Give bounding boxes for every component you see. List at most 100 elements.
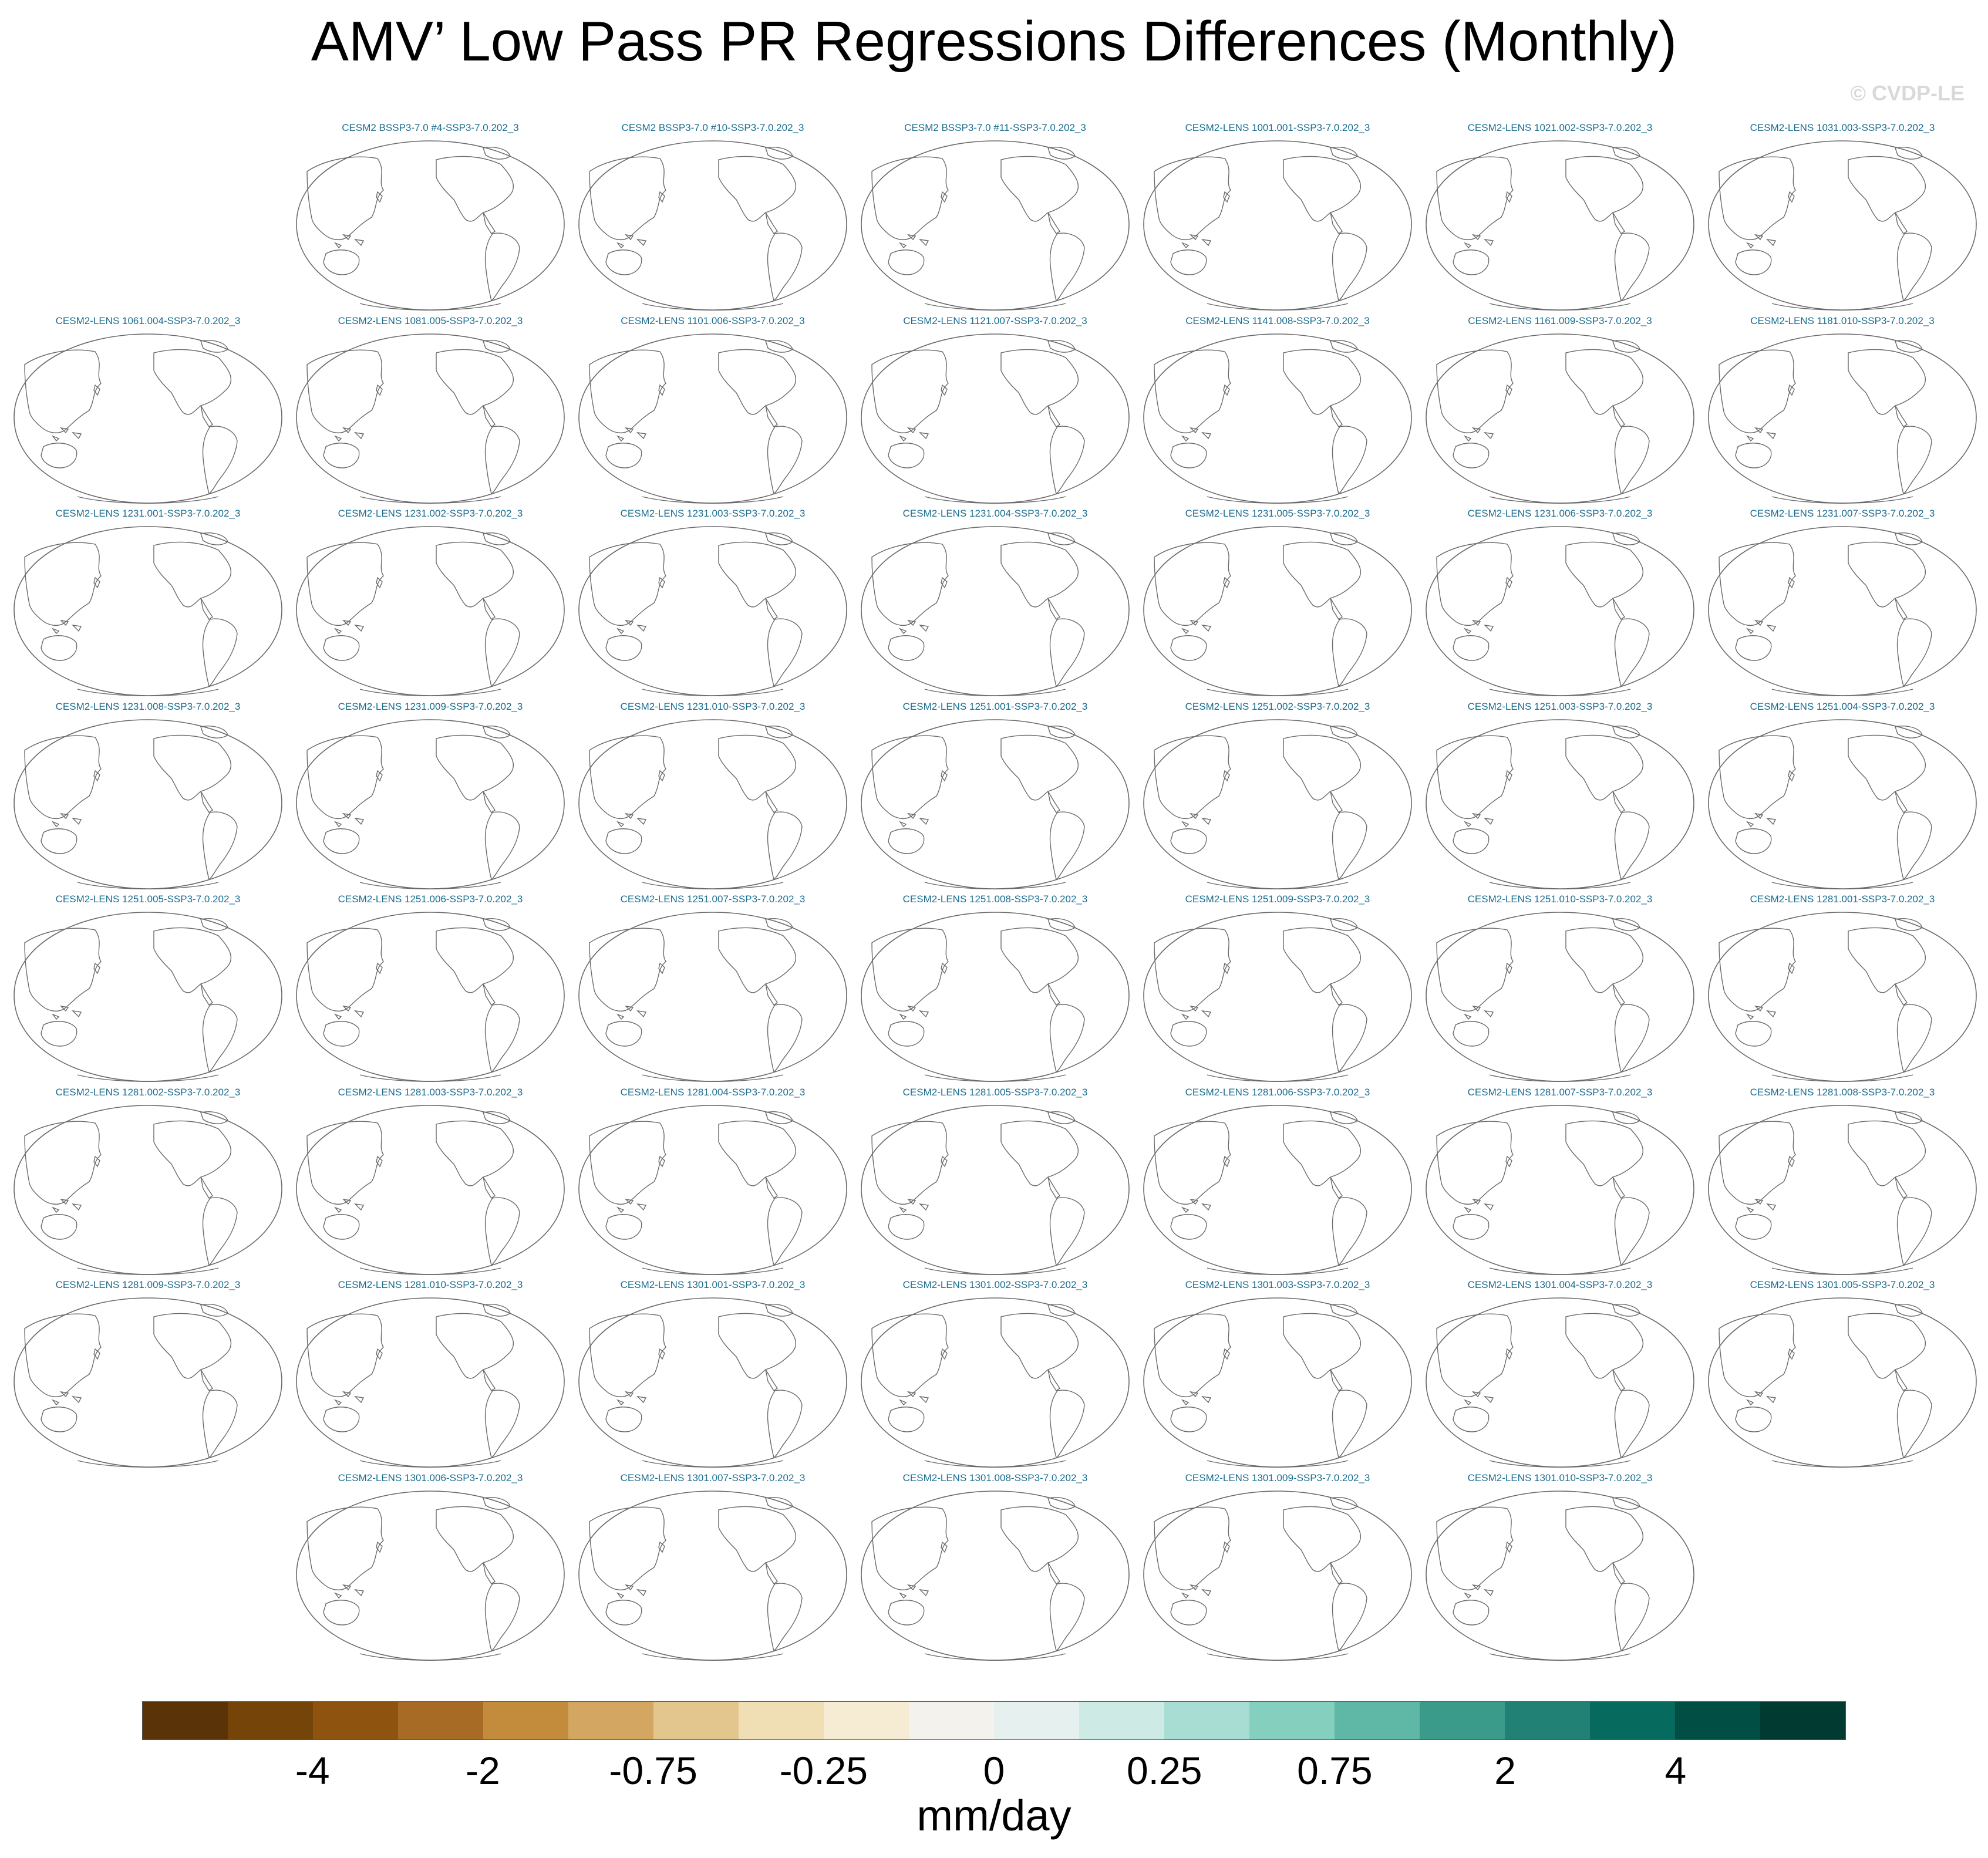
- coastline: [888, 635, 925, 661]
- panel-map: [289, 715, 571, 894]
- coastline: [1612, 791, 1625, 813]
- coastline: [1047, 725, 1076, 739]
- coastline: [436, 927, 514, 993]
- coastline: [483, 532, 511, 545]
- world-map: [1426, 719, 1694, 889]
- coastline: [605, 442, 642, 468]
- coastline: [767, 1582, 803, 1651]
- coastline: [1788, 962, 1795, 974]
- coastline: [616, 1206, 625, 1213]
- colorbar-segment: [1249, 1702, 1335, 1739]
- coastline: [1453, 442, 1490, 468]
- coastline: [1330, 1369, 1343, 1391]
- coastline: [483, 1176, 496, 1199]
- coastline: [898, 242, 907, 249]
- coastline: [342, 1198, 352, 1205]
- coastline: [1000, 927, 1079, 993]
- coastline: [306, 1313, 384, 1398]
- coastline: [1436, 1313, 1514, 1398]
- panel-label: CESM2-LENS 1301.001-SSP3-7.0.202_3: [620, 1279, 806, 1290]
- coastline: [767, 1196, 803, 1266]
- coastline: [359, 303, 501, 311]
- coastline: [765, 983, 778, 1006]
- coastline: [483, 147, 511, 160]
- coastline: [1223, 191, 1230, 203]
- world-map: [1708, 333, 1977, 504]
- coastline: [306, 542, 384, 626]
- colorbar-tick-label: -4: [295, 1749, 330, 1792]
- coastline: [1484, 1203, 1494, 1210]
- coastline: [871, 156, 949, 241]
- coastline: [1471, 619, 1481, 626]
- coastline: [1154, 1506, 1231, 1590]
- coastline: [72, 1396, 82, 1404]
- coastline: [1484, 1396, 1494, 1404]
- coastline: [1000, 734, 1079, 801]
- coastline: [1766, 239, 1777, 247]
- colorbar-tick-label: -2: [466, 1749, 500, 1792]
- coastline: [1047, 339, 1076, 353]
- coastline: [1207, 495, 1349, 504]
- map-panel: CESM2-LENS 1251.002-SSP3-7.0.202_3: [1137, 701, 1418, 895]
- globe-outline: [1708, 719, 1977, 889]
- map-panel: CESM2-LENS 1001.001-SSP3-7.0.202_3: [1137, 122, 1418, 316]
- globe-outline: [1426, 526, 1694, 696]
- coastline: [1565, 1506, 1644, 1572]
- map-panel: CESM2-LENS 1251.003-SSP3-7.0.202_3: [1419, 701, 1701, 895]
- coastline: [1047, 918, 1076, 931]
- coastline: [1047, 983, 1060, 1006]
- coastline: [1565, 1120, 1644, 1186]
- map-panel: CESM2-LENS 1121.007-SSP3-7.0.202_3: [854, 315, 1136, 509]
- coastline: [767, 618, 803, 687]
- coastline: [1453, 828, 1490, 854]
- coastline: [871, 1121, 949, 1205]
- world-map: [296, 912, 565, 1082]
- coastline: [642, 303, 784, 311]
- coastline: [765, 1304, 793, 1317]
- coastline: [1489, 689, 1631, 696]
- coastline: [898, 1013, 907, 1020]
- coastline: [1612, 1176, 1625, 1199]
- colorbar-segment: [909, 1702, 994, 1739]
- coastline: [1788, 191, 1795, 203]
- panel-map: [1137, 1486, 1418, 1665]
- coastline: [342, 1005, 352, 1012]
- coastline: [589, 928, 666, 1012]
- coastline: [1612, 405, 1625, 427]
- coastline: [1766, 817, 1777, 825]
- coastline: [907, 427, 916, 433]
- coastline: [1436, 735, 1514, 819]
- globe-outline: [1426, 1297, 1694, 1468]
- coastline: [1047, 1369, 1060, 1391]
- coastline: [1170, 249, 1207, 275]
- coastline: [1771, 689, 1913, 696]
- map-panel: CESM2-LENS 1181.010-SSP3-7.0.202_3: [1701, 315, 1983, 509]
- globe-outline: [296, 1104, 565, 1275]
- coastline: [1047, 1562, 1060, 1584]
- coastline: [1332, 1582, 1367, 1651]
- coastline: [436, 1506, 514, 1572]
- coastline: [59, 1005, 69, 1012]
- map-panel: CESM2-LENS 1281.007-SSP3-7.0.202_3: [1419, 1087, 1701, 1280]
- coastline: [1719, 349, 1796, 433]
- panel-label: CESM2-LENS 1281.006-SSP3-7.0.202_3: [1185, 1086, 1370, 1098]
- globe-outline: [861, 1490, 1130, 1661]
- coastline: [616, 628, 625, 635]
- coastline: [1746, 242, 1754, 249]
- coastline: [1181, 1206, 1190, 1213]
- panel-map: [7, 522, 289, 701]
- coastline: [1047, 405, 1060, 427]
- coastline: [1754, 1198, 1764, 1205]
- panel-map: [572, 1293, 854, 1472]
- globe-outline: [861, 333, 1130, 504]
- coastline: [718, 1120, 797, 1186]
- panel-map: [289, 1486, 571, 1665]
- panel-label: CESM2-LENS 1061.004-SSP3-7.0.202_3: [55, 315, 241, 326]
- coastline: [1332, 1196, 1367, 1266]
- coastline: [359, 1460, 501, 1468]
- world-map: [861, 526, 1130, 696]
- coastline: [1766, 1396, 1777, 1404]
- coastline: [1223, 1541, 1230, 1553]
- coastline: [436, 734, 514, 801]
- world-map: [14, 912, 282, 1082]
